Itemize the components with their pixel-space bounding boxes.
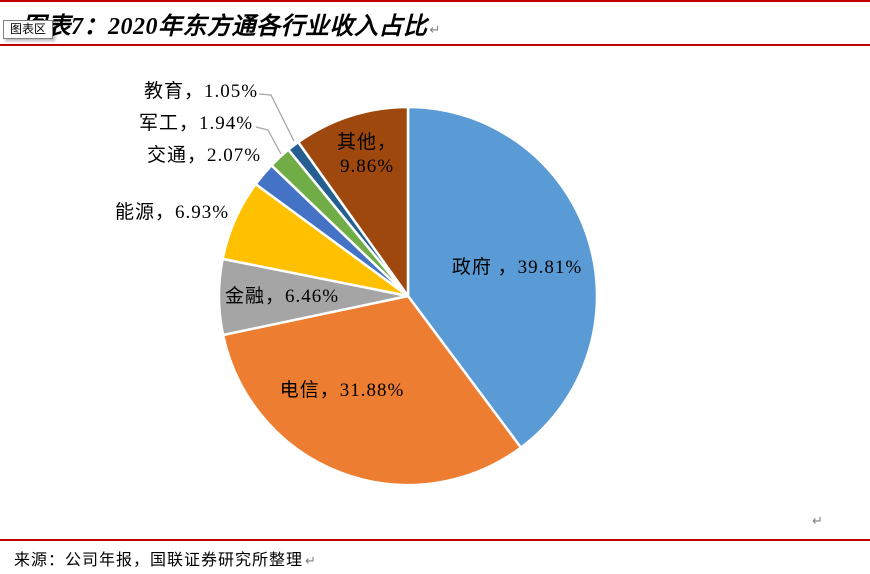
leader-line-军工 [255, 126, 282, 155]
pie-slice-其他[interactable] [297, 105, 410, 298]
chart-area-tooltip: 图表区 [3, 20, 53, 39]
figure-title: 图表7：2020年东方通各行业收入占比 [22, 14, 428, 40]
figure-title-row: 图表7：2020年东方通各行业收入占比 ↵ [22, 6, 440, 41]
paragraph-return-icon: ↵ [429, 22, 441, 38]
top-border-line [0, 0, 870, 2]
leader-line-教育 [258, 93, 295, 142]
pie-slice-电信[interactable] [221, 294, 523, 487]
source-line: 来源：公司年报，国联证券研究所整理 ↵ [14, 546, 317, 570]
source-text: 来源：公司年报，国联证券研究所整理 [14, 552, 304, 569]
paragraph-return-icon: ↵ [305, 553, 317, 569]
title-underline [0, 44, 870, 46]
paragraph-return-icon: ↵ [812, 514, 823, 529]
bottom-border-line [0, 539, 870, 541]
pie-slice-政府[interactable] [406, 105, 599, 449]
